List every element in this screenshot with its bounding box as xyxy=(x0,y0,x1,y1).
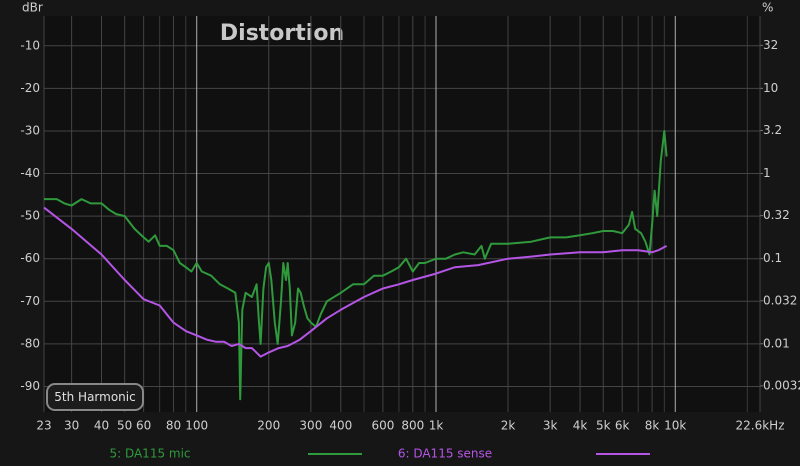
y-tick-label: -20 xyxy=(20,81,40,95)
x-tick-label: 400 xyxy=(329,419,352,433)
x-tick-label: 80 xyxy=(166,419,181,433)
y-tick-label: -70 xyxy=(20,294,40,308)
y2-tick-label: 1 xyxy=(763,166,771,180)
x-tick-label: 6k xyxy=(615,419,630,433)
x-tick-label: 2k xyxy=(501,419,516,433)
y-axis-label: dBr xyxy=(22,1,43,15)
x-tick-label: 22.6kHz xyxy=(736,419,785,433)
y-tick-label: -10 xyxy=(20,38,40,52)
y2-axis-label: % xyxy=(762,1,773,15)
x-tick-label: 800 xyxy=(401,419,424,433)
y2-tick-label: 0.01 xyxy=(763,336,790,350)
y2-tick-label: 10 xyxy=(763,81,778,95)
x-tick-label: 40 xyxy=(94,419,109,433)
series-line xyxy=(43,206,668,358)
y-tick-label: -60 xyxy=(20,251,40,265)
x-tick-label: 3k xyxy=(543,419,558,433)
chart-title: Distortion xyxy=(220,21,344,46)
legend-label: 6: DA115 sense xyxy=(398,447,492,461)
x-tick-label: 60 xyxy=(136,419,151,433)
x-tick-label: 200 xyxy=(257,419,280,433)
x-tick-label: 30 xyxy=(64,419,79,433)
y-tick-label: -90 xyxy=(20,379,40,393)
x-tick-label: 10k xyxy=(664,419,686,433)
y2-tick-label: 0.032 xyxy=(763,293,797,307)
y-tick-label: -30 xyxy=(20,123,40,137)
y-tick-label: -50 xyxy=(20,209,40,223)
y2-tick-label: 32 xyxy=(763,38,778,52)
x-tick-label: 1k xyxy=(429,419,444,433)
x-tick-label: 4k xyxy=(573,419,588,433)
y2-tick-label: 3.2 xyxy=(763,123,782,137)
y2-tick-label: 0.32 xyxy=(763,208,790,222)
x-tick-label: 100 xyxy=(185,419,208,433)
y-tick-label: -40 xyxy=(20,166,40,180)
x-tick-label: 300 xyxy=(299,419,322,433)
legend-label: 5: DA115 mic xyxy=(109,447,190,461)
series-line xyxy=(44,130,668,401)
y2-tick-label: 0.1 xyxy=(763,251,782,265)
x-tick-label: 50 xyxy=(117,419,132,433)
x-tick-label: 5k xyxy=(596,419,611,433)
x-tick-label: 8k xyxy=(645,419,660,433)
plot-area xyxy=(44,16,760,412)
harmonic-button[interactable]: 5th Harmonic xyxy=(46,383,144,411)
x-tick-label: 600 xyxy=(371,419,394,433)
x-tick-label: 23 xyxy=(36,419,51,433)
y-tick-label: -80 xyxy=(20,336,40,350)
